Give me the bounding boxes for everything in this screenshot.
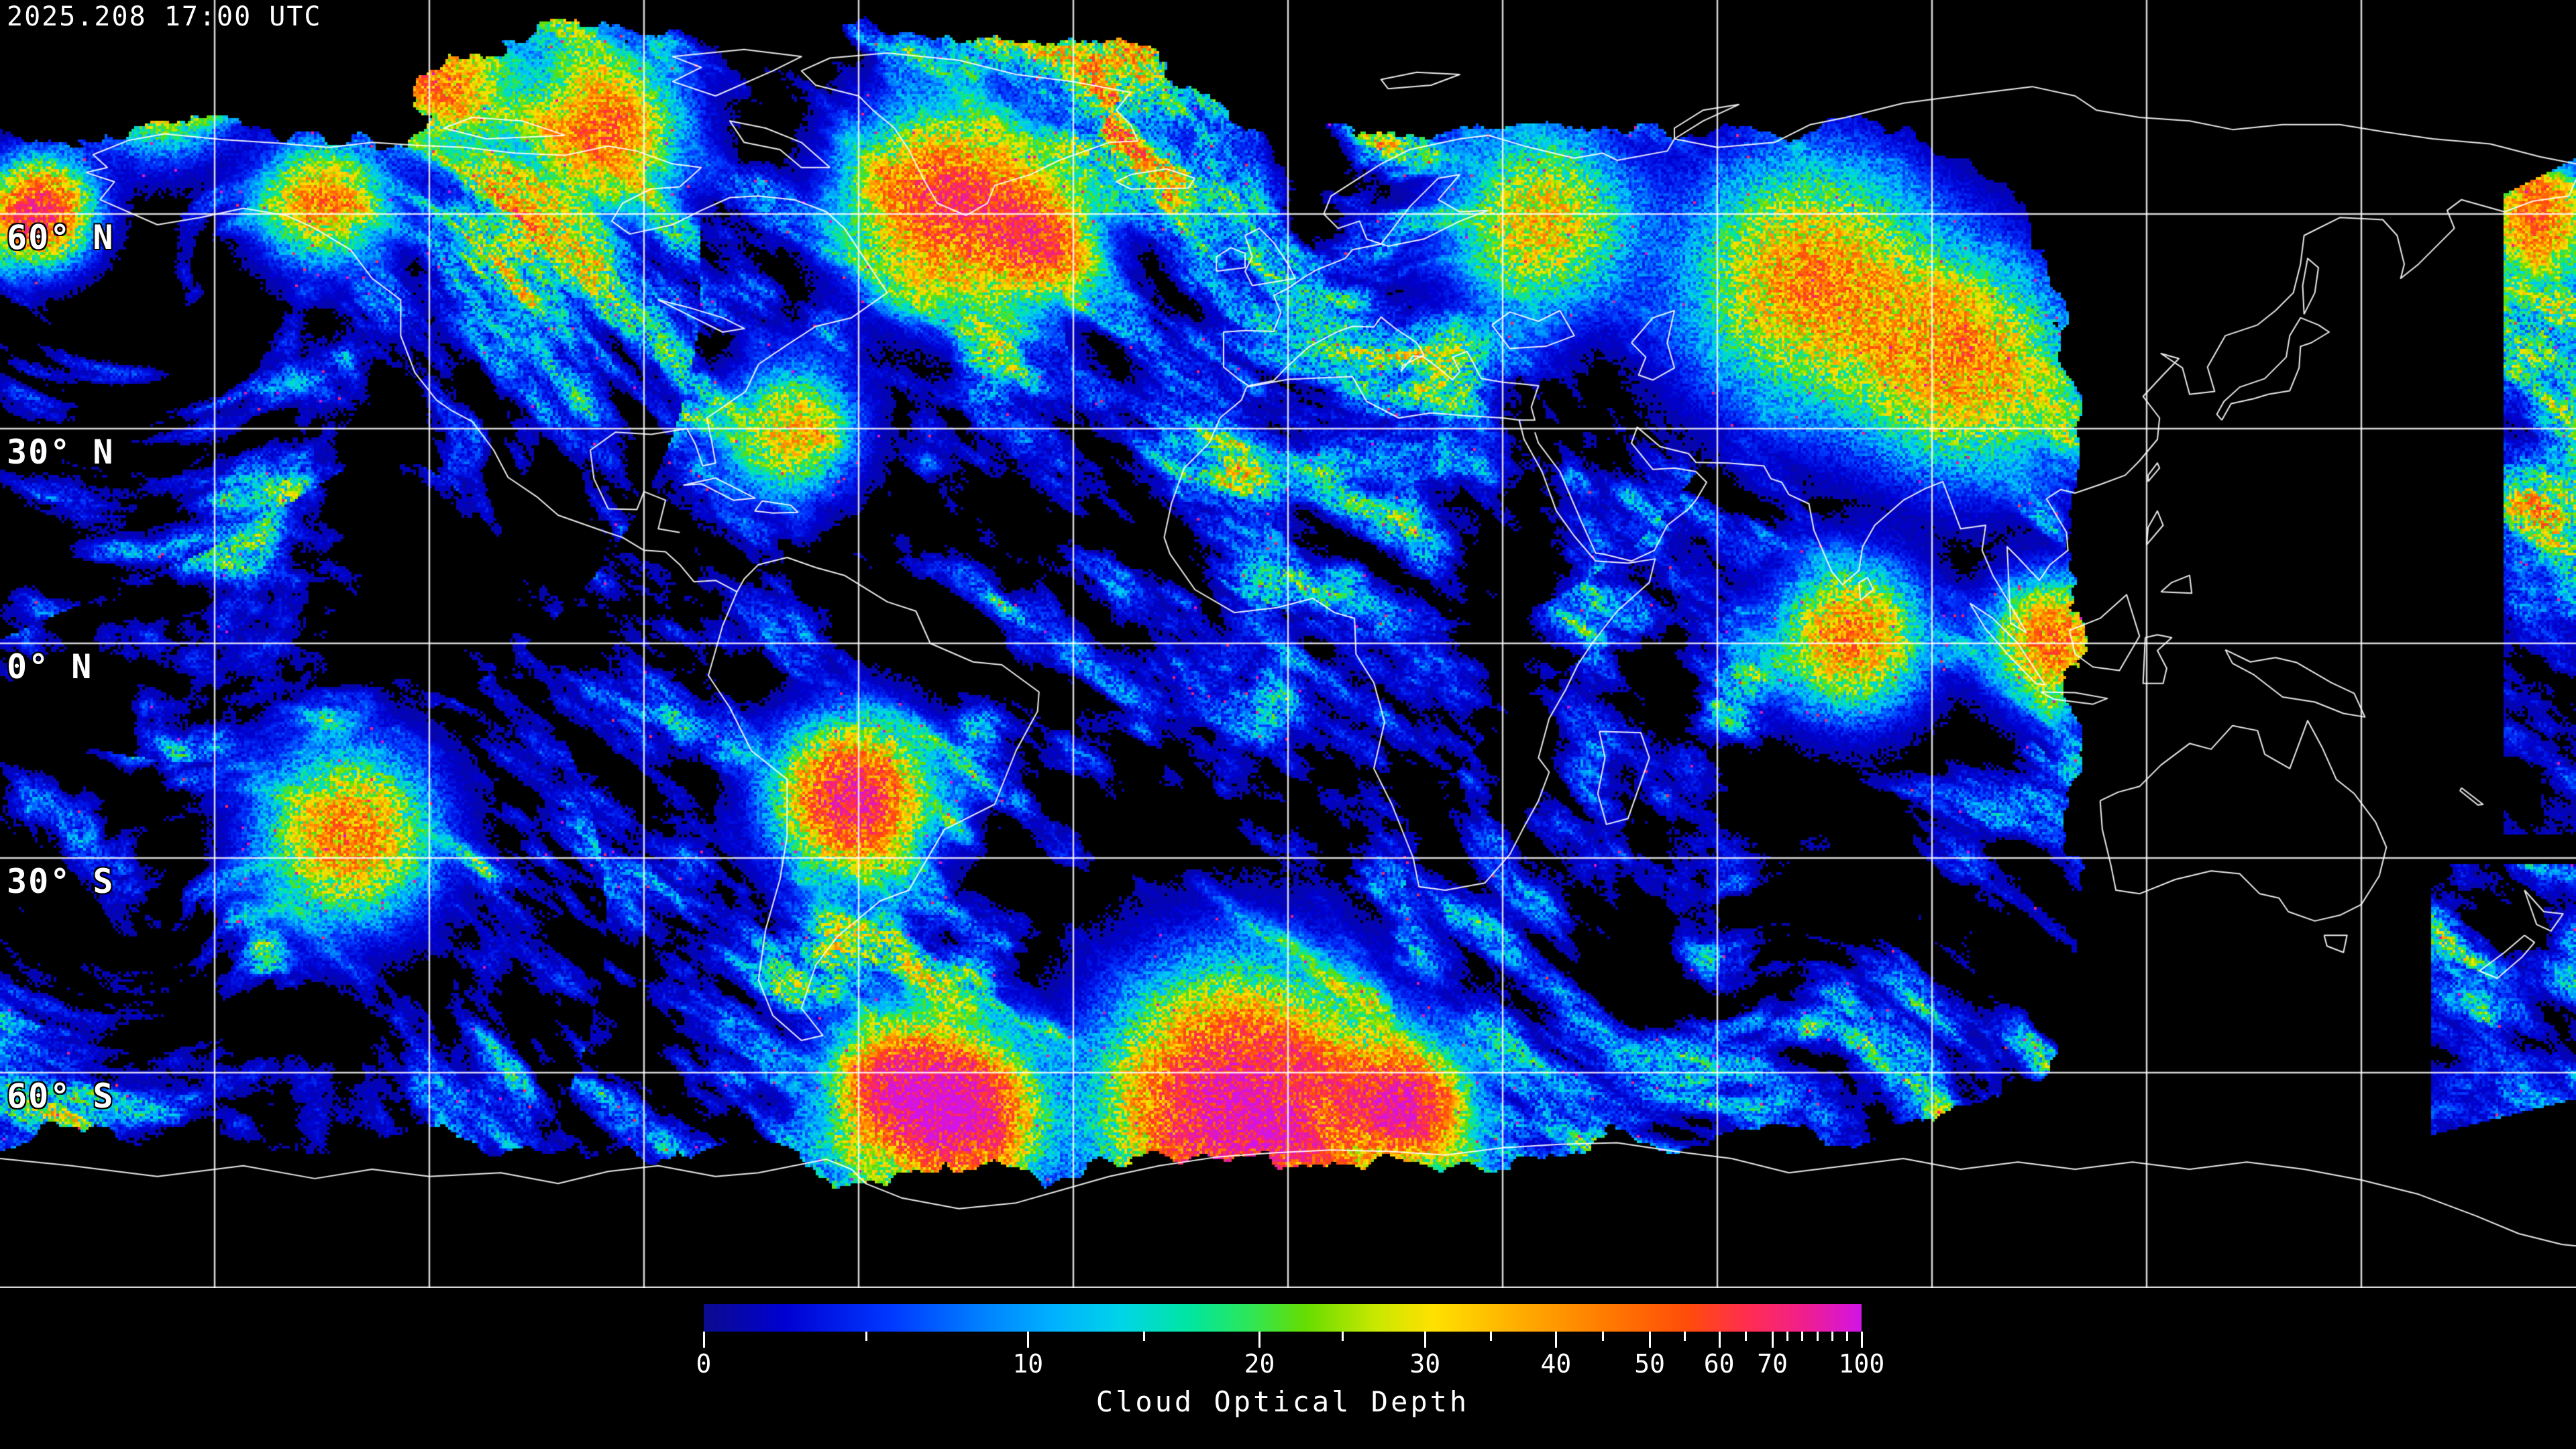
- colorbar-tick-label: 20: [1244, 1349, 1275, 1379]
- colorbar-minor-tick: [865, 1332, 867, 1341]
- latitude-label: 30° S: [7, 862, 115, 901]
- colorbar-title: Cloud Optical Depth: [1095, 1385, 1470, 1418]
- colorbar-tick-label: 0: [696, 1349, 712, 1379]
- colorbar-major-tick: [1555, 1332, 1558, 1348]
- colorbar-minor-tick: [1831, 1332, 1833, 1341]
- colorbar-minor-tick: [1786, 1332, 1789, 1341]
- colorbar-tick-label: 100: [1838, 1349, 1885, 1379]
- colorbar-gradient: [704, 1304, 1862, 1332]
- colorbar-major-tick: [1258, 1332, 1261, 1348]
- colorbar-minor-tick: [1801, 1332, 1804, 1341]
- colorbar-major-tick: [1861, 1332, 1863, 1348]
- colorbar-major-tick: [1027, 1332, 1030, 1348]
- world-cloud-map-canvas: [0, 0, 2576, 1288]
- colorbar-minor-tick: [1602, 1332, 1605, 1341]
- colorbar-major-tick: [703, 1332, 705, 1348]
- colorbar-minor-tick: [1845, 1332, 1848, 1341]
- colorbar-tick-label: 70: [1757, 1349, 1788, 1379]
- colorbar-tick-label: 10: [1012, 1349, 1044, 1379]
- colorbar-minor-tick: [1142, 1332, 1145, 1341]
- colorbar-minor-tick: [1683, 1332, 1686, 1341]
- latitude-label: 0° N: [7, 647, 93, 686]
- colorbar-major-tick: [1424, 1332, 1427, 1348]
- timestamp-label: 2025.208 17:00 UTC: [7, 1, 322, 32]
- colorbar-major-tick: [1718, 1332, 1721, 1348]
- colorbar-minor-tick: [1341, 1332, 1344, 1341]
- latitude-label: 60° N: [7, 218, 115, 257]
- colorbar-minor-tick: [1816, 1332, 1819, 1341]
- colorbar-major-tick: [1649, 1332, 1652, 1348]
- colorbar-minor-tick: [1489, 1332, 1492, 1341]
- colorbar-tick-label: 60: [1703, 1349, 1735, 1379]
- colorbar-minor-tick: [1745, 1332, 1748, 1341]
- latitude-label: 60° S: [7, 1077, 115, 1116]
- colorbar-tick-label: 40: [1540, 1349, 1572, 1379]
- colorbar-tick-label: 50: [1634, 1349, 1666, 1379]
- colorbar-tick-label: 30: [1409, 1349, 1441, 1379]
- latitude-label: 30° N: [7, 433, 115, 472]
- colorbar-major-tick: [1772, 1332, 1774, 1348]
